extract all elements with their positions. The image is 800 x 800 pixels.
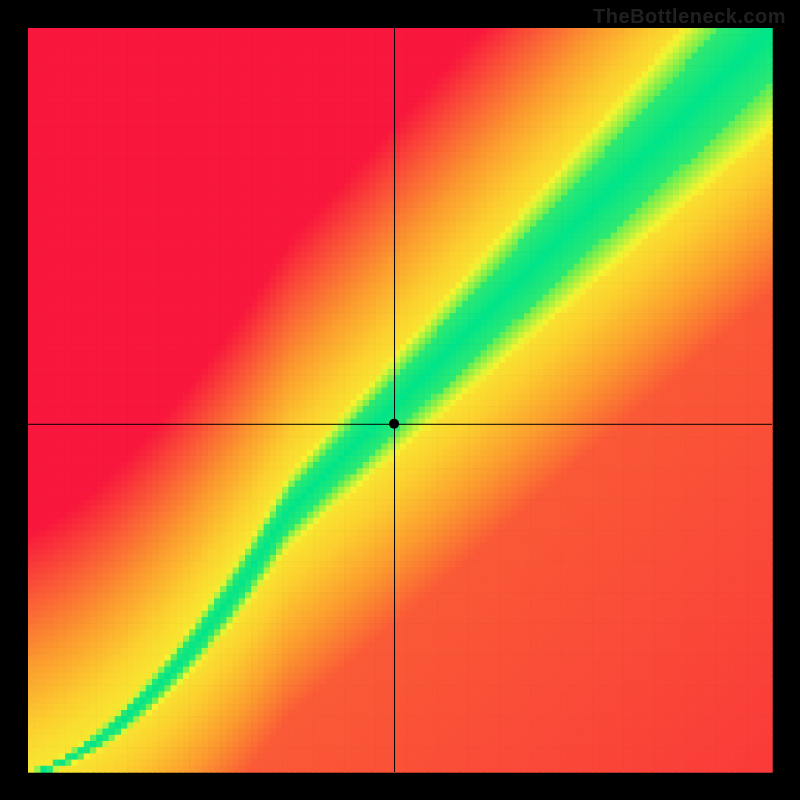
chart-container: TheBottleneck.com (0, 0, 800, 800)
watermark-label: TheBottleneck.com (593, 6, 786, 29)
bottleneck-heatmap (0, 0, 800, 800)
